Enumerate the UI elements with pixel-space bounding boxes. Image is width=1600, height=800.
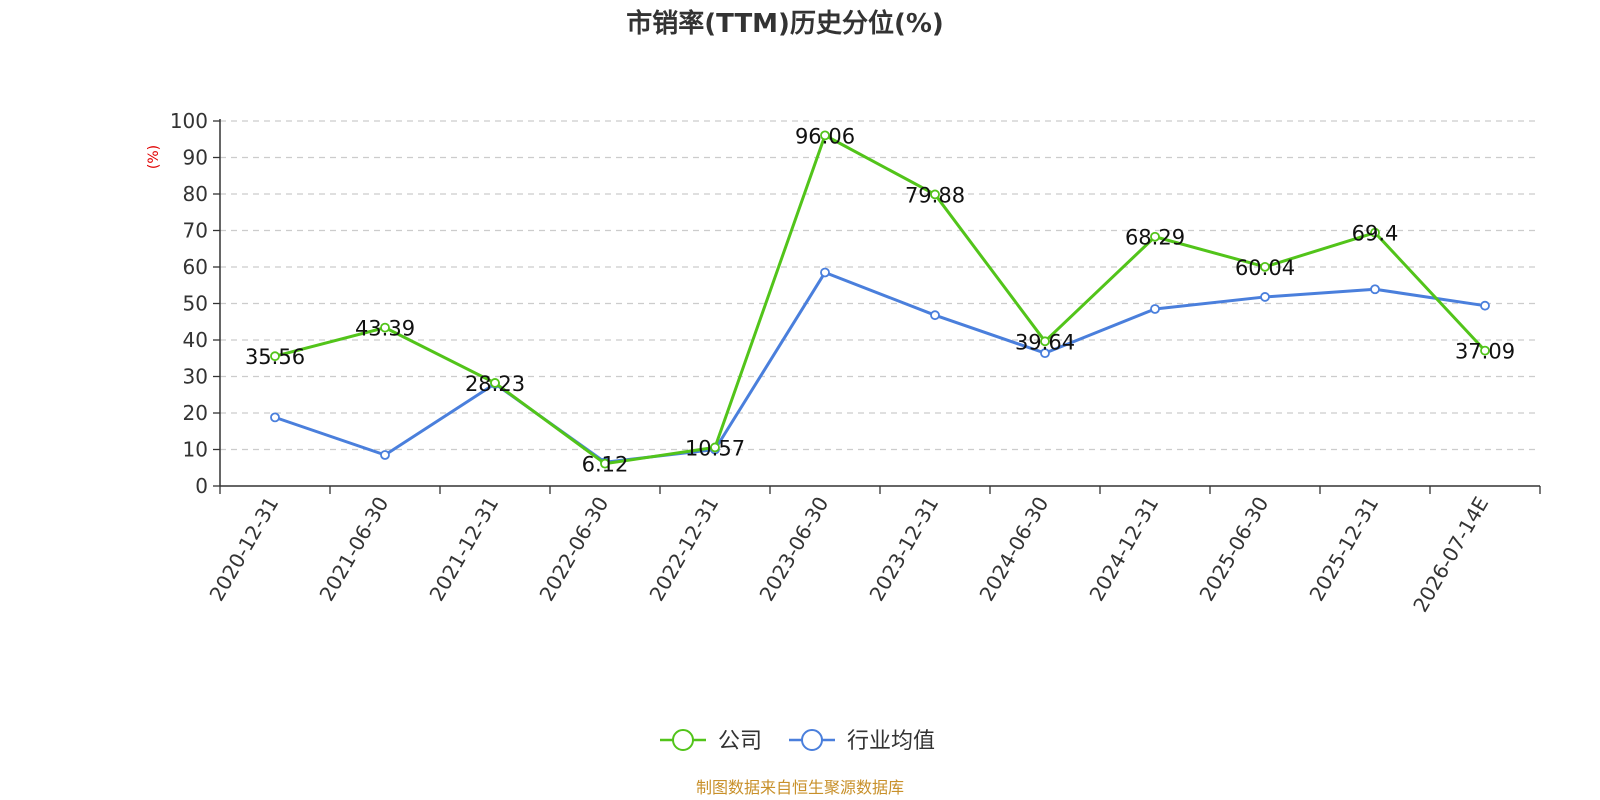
data-point-1 <box>1480 300 1490 311</box>
series-line-1 <box>274 270 1486 464</box>
source-note: 制图数据来自恒生聚源数据库 <box>696 778 904 797</box>
data-label: 79.88 <box>905 183 965 207</box>
y-tick-label: 10 <box>183 438 208 462</box>
data-point-1 <box>1040 348 1050 359</box>
x-tick-label: 2021-12-31 <box>424 493 503 606</box>
data-point-0 <box>1260 261 1270 272</box>
data-label: 35.56 <box>245 345 305 369</box>
x-tick-label: 2020-12-31 <box>204 493 283 606</box>
data-point-0 <box>380 322 390 333</box>
data-point-0 <box>1040 336 1050 347</box>
data-label: 37.09 <box>1455 340 1515 364</box>
x-tick-label: 2023-12-31 <box>864 493 943 606</box>
legend-marker-company <box>672 729 694 751</box>
y-tick-label: 30 <box>183 365 208 389</box>
y-tick-label: 60 <box>183 255 208 279</box>
data-label: 43.39 <box>355 317 415 341</box>
data-point-0 <box>930 189 940 200</box>
data-point-0 <box>820 130 830 141</box>
legend-item-company[interactable]: 公司 <box>660 729 762 754</box>
x-tick-label: 2022-12-31 <box>644 493 723 606</box>
y-tick-label: 90 <box>183 146 208 170</box>
y-axis-ticks: 0 10 20 30 40 50 60 70 80 90 100 <box>170 109 220 498</box>
data-label: 69.4 <box>1352 222 1399 246</box>
y-tick-label: 40 <box>183 328 208 352</box>
x-tick-label: 2025-06-30 <box>1194 493 1273 606</box>
data-point-0 <box>710 442 720 453</box>
data-point-1 <box>930 310 940 321</box>
data-point-1 <box>1370 284 1380 295</box>
data-label: 28.23 <box>465 372 525 396</box>
chart-title: 市销率(TTM)历史分位(%) <box>626 8 944 39</box>
data-point-0 <box>1150 231 1160 242</box>
axes <box>219 119 1540 487</box>
y-axis-label: (%) <box>146 145 162 169</box>
x-tick-label: 2023-06-30 <box>754 493 833 606</box>
data-point-0 <box>270 351 280 362</box>
x-tick-label: 2022-06-30 <box>534 493 613 606</box>
data-point-0 <box>1480 345 1490 356</box>
data-point-1 <box>380 450 390 460</box>
legend-label-industry-average: 行业均值 <box>847 729 935 754</box>
data-label: 6.12 <box>582 453 629 477</box>
x-tick-label: 2024-06-30 <box>974 493 1053 606</box>
data-label: 39.64 <box>1015 330 1075 354</box>
y-tick-label: 50 <box>183 292 208 316</box>
data-point-0 <box>1370 227 1380 238</box>
series-line-0 <box>274 133 1487 466</box>
x-axis-ticks: 2020-12-31 2021-06-30 2021-12-31 2022-06-30… <box>204 486 1541 617</box>
x-tick-label: 2021-06-30 <box>314 493 393 606</box>
legend-label-company: 公司 <box>718 729 762 754</box>
data-point-0 <box>490 378 500 388</box>
y-tick-label: 70 <box>183 219 208 243</box>
data-label: 60.04 <box>1235 256 1295 280</box>
legend-item-industry-average[interactable]: 行业均值 <box>789 729 935 754</box>
legend-marker-industry-average <box>801 729 823 751</box>
data-label: 96.06 <box>795 124 855 148</box>
x-tick-label: 2025-12-31 <box>1304 493 1383 606</box>
data-point-1 <box>1260 292 1270 302</box>
grid-lines <box>220 120 1540 451</box>
data-label: 10.57 <box>685 436 745 460</box>
x-tick-label: 2024-12-31 <box>1084 493 1163 606</box>
y-tick-label: 80 <box>183 182 208 206</box>
data-label: 68.29 <box>1125 226 1185 250</box>
x-tick-label: 2026-07-14E <box>1408 493 1493 617</box>
y-tick-label: 0 <box>195 474 208 498</box>
data-point-1 <box>1150 304 1160 314</box>
data-point-1 <box>270 412 280 423</box>
data-point-1 <box>820 267 830 278</box>
legend[interactable]: 公司 行业均值 <box>660 729 935 754</box>
data-point-0 <box>600 458 610 469</box>
series-group <box>270 130 1490 469</box>
y-tick-label: 100 <box>170 109 208 133</box>
data-labels: 35.56 43.39 28.23 6.12 10.57 96.06 79.88 39.64 6… <box>245 124 1515 476</box>
y-tick-label: 20 <box>183 401 208 425</box>
